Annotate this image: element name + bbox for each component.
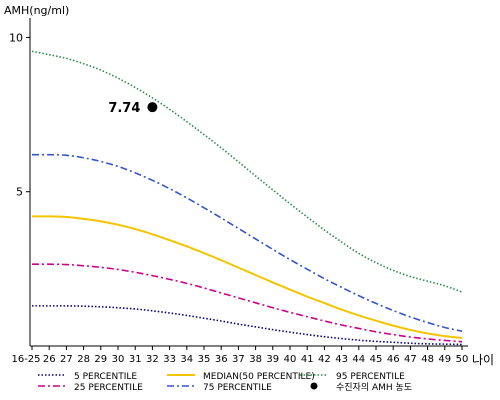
x-tick-label: 45 (370, 354, 383, 365)
series-line-median-50-percentile (31, 215, 463, 339)
x-ticks: 16-25 26 27 28 29 30 31 32 33 34 35 36 37 38 39 40 41 42 4… (11, 346, 468, 365)
subject-amh-point (147, 102, 158, 113)
legend-label: 75 PERCENTILE (203, 383, 272, 393)
x-tick-label: 30 (112, 354, 125, 365)
x-tick-label: 50 (456, 354, 469, 365)
series-line-25-percentile (31, 263, 463, 343)
x-tick-label: 48 (421, 354, 434, 365)
legend-item: 5 PERCENTILE (38, 372, 137, 382)
x-tick-label: 27 (60, 354, 73, 365)
y-tick-label: 10 (9, 31, 23, 44)
series-line-5-percentile (32, 305, 463, 346)
x-tick-label: 47 (404, 354, 417, 365)
legend-label: MEDIAN(50 PERCENTILE) (203, 372, 315, 382)
x-tick-label: 32 (146, 354, 159, 365)
legend-label: 25 PERCENTILE (74, 383, 143, 393)
x-tick-label: 42 (318, 354, 331, 365)
x-tick-label: 29 (94, 354, 107, 365)
x-tick-label: 49 (438, 354, 451, 365)
x-tick-label: 34 (180, 354, 193, 365)
series-line-95-percentile (31, 50, 463, 293)
x-tick-label: 39 (266, 354, 279, 365)
x-tick-label: 26 (43, 354, 56, 365)
x-tick-label: 37 (232, 354, 245, 365)
x-tick-label: 31 (129, 354, 142, 365)
x-tick-label: 40 (284, 354, 297, 365)
x-tick-label: 36 (215, 354, 228, 365)
x-tick-label: 38 (249, 354, 262, 365)
x-tick-label: 46 (387, 354, 400, 365)
legend-label: 5 PERCENTILE (74, 372, 137, 382)
series-lines (31, 50, 463, 346)
x-axis-label: 나이 (472, 353, 494, 367)
legend-label: 95 PERCENTILE (336, 372, 405, 382)
x-tick-label: 28 (77, 354, 90, 365)
legend-label: 수진자의 AMH 농도 (336, 382, 412, 393)
x-tick-label: 44 (352, 354, 365, 365)
x-tick-label: 41 (301, 354, 314, 365)
plot-area: AMH(ng/ml) 나이 5 10 16-25 26 27 28 29 30 31 32 33 3… (4, 4, 494, 367)
legend-item: 수진자의 AMH 농도 (310, 382, 412, 393)
y-axis-label: AMH(ng/ml) (4, 4, 69, 17)
x-tick-label: 33 (163, 354, 176, 365)
y-tick-label: 5 (16, 186, 23, 199)
legend-item: 75 PERCENTILE (167, 383, 272, 393)
legend-item: MEDIAN(50 PERCENTILE) (167, 372, 315, 382)
subject-amh-value-label: 7.74 (108, 101, 140, 116)
y-ticks: 5 10 (9, 31, 30, 199)
legend-swatch-marker (310, 382, 318, 390)
x-tick-label: 35 (198, 354, 211, 365)
legend-item: 25 PERCENTILE (38, 383, 143, 393)
series-line-75-percentile (31, 153, 463, 332)
legend-item: 95 PERCENTILE (300, 372, 405, 382)
subject-marker: 7.74 (108, 101, 158, 116)
x-tick-label: 16-25 (11, 354, 40, 365)
x-tick-label: 43 (335, 354, 348, 365)
